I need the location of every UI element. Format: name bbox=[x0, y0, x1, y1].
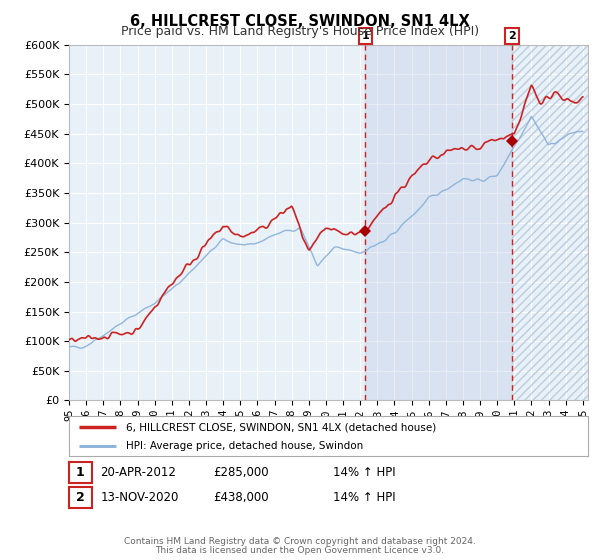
Text: 14% ↑ HPI: 14% ↑ HPI bbox=[333, 466, 395, 479]
Text: 1: 1 bbox=[361, 31, 369, 41]
Text: 1: 1 bbox=[76, 466, 85, 479]
Bar bbox=[512, 45, 588, 400]
Text: 20-APR-2012: 20-APR-2012 bbox=[100, 466, 176, 479]
Text: £285,000: £285,000 bbox=[213, 466, 269, 479]
Text: 14% ↑ HPI: 14% ↑ HPI bbox=[333, 491, 395, 505]
Text: 2: 2 bbox=[76, 491, 85, 505]
Text: Price paid vs. HM Land Registry's House Price Index (HPI): Price paid vs. HM Land Registry's House … bbox=[121, 25, 479, 38]
Bar bbox=[365, 45, 512, 400]
Text: £438,000: £438,000 bbox=[213, 491, 269, 505]
Text: 6, HILLCREST CLOSE, SWINDON, SN1 4LX (detached house): 6, HILLCREST CLOSE, SWINDON, SN1 4LX (de… bbox=[126, 422, 436, 432]
Text: HPI: Average price, detached house, Swindon: HPI: Average price, detached house, Swin… bbox=[126, 441, 364, 451]
Text: This data is licensed under the Open Government Licence v3.0.: This data is licensed under the Open Gov… bbox=[155, 547, 445, 556]
Text: 13-NOV-2020: 13-NOV-2020 bbox=[100, 491, 179, 505]
Text: Contains HM Land Registry data © Crown copyright and database right 2024.: Contains HM Land Registry data © Crown c… bbox=[124, 538, 476, 547]
Text: 2: 2 bbox=[508, 31, 516, 41]
Text: 6, HILLCREST CLOSE, SWINDON, SN1 4LX: 6, HILLCREST CLOSE, SWINDON, SN1 4LX bbox=[130, 14, 470, 29]
